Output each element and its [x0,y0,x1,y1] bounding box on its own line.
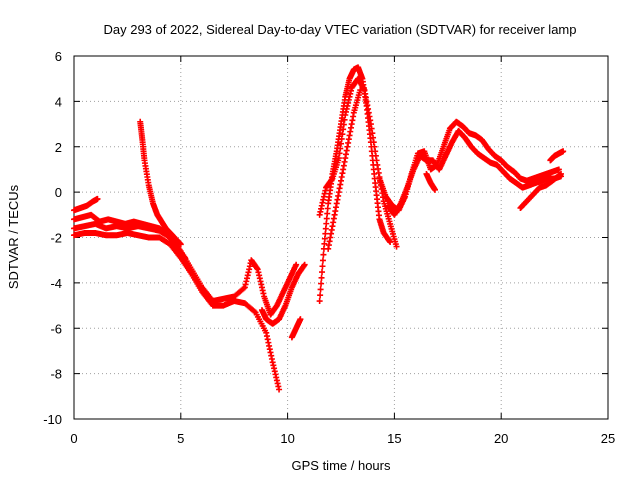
series-early-segment [71,195,101,214]
series-late-tail [547,148,567,164]
x-tick-label: 0 [70,431,77,446]
series-late-descent [517,170,565,212]
y-axis-label: SDTVAR / TECUs [6,184,21,289]
series-mid-isolated [423,170,438,193]
data-point [323,220,330,227]
series-mid-band-lower [384,127,565,218]
y-tick-label: 0 [55,185,62,200]
data-point [560,148,567,155]
data-point [94,195,101,202]
data-point [318,280,325,287]
axis-tick-labels: 0 5 10 15 20 25 -10 -8 -6 -4 -2 0 2 4 6 [43,49,615,446]
data-point [251,308,258,315]
data-point [555,166,562,173]
data-point [319,269,326,276]
data-point [297,316,304,323]
data-point [319,263,326,270]
y-tick-label: -8 [50,367,62,382]
data-point [316,298,323,305]
series-track-lower [71,229,283,393]
data-point [293,261,300,268]
series-recovery [258,261,308,327]
series-rise-thin [325,87,364,252]
grid [74,56,608,419]
data-point [276,386,283,393]
data-point [322,230,329,237]
data-point [324,205,331,212]
data-point [323,215,330,222]
data-point [317,286,324,293]
y-tick-label: -6 [50,321,62,336]
y-tick-label: 4 [55,94,62,109]
x-tick-label: 5 [177,431,184,446]
data-point [320,251,327,258]
data-point [318,274,325,281]
y-tick-label: -2 [50,231,62,246]
data-point [301,261,308,268]
data-point [322,225,329,232]
y-tick-label: -10 [43,412,62,427]
series-rise-right [316,75,400,250]
data-point [177,241,184,248]
x-axis-label: GPS time / hours [292,458,391,473]
data-point [240,285,247,292]
x-tick-label: 25 [601,431,615,446]
data-point [319,257,326,264]
chart-title: Day 293 of 2022, Sidereal Day-to-day VTE… [103,22,576,37]
data-point [357,87,364,94]
x-tick-label: 10 [280,431,294,446]
y-tick-label: 2 [55,140,62,155]
series-late-short [288,316,304,341]
y-tick-label: -4 [50,276,62,291]
data-point [558,170,565,177]
data-point [321,240,328,247]
data-point [321,235,328,242]
data-point [324,210,331,217]
axis-ticks [73,55,609,420]
y-tick-label: 6 [55,49,62,64]
data-points [71,64,567,393]
data-point [317,292,324,299]
data-point [393,243,400,250]
series-descent-from-peak [137,118,184,248]
x-tick-label: 15 [387,431,401,446]
data-point [431,186,438,193]
x-tick-label: 20 [494,431,508,446]
